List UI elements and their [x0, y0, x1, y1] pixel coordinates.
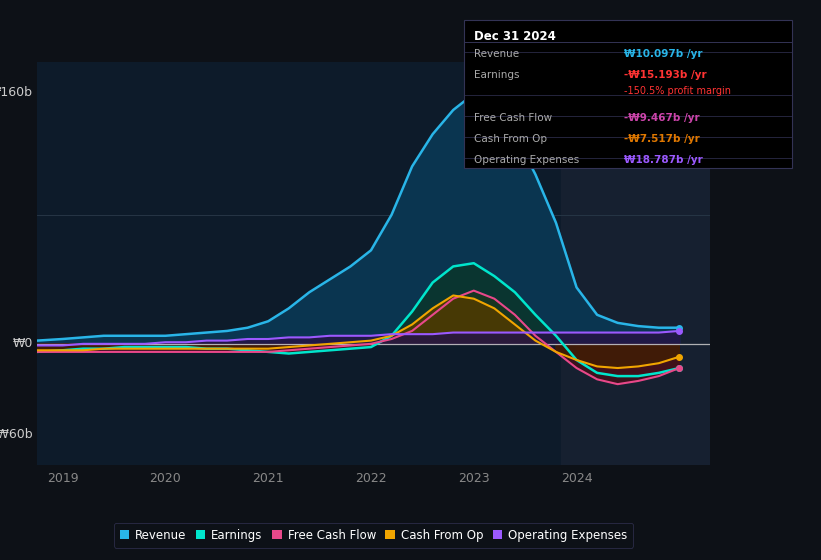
Text: Cash From Op: Cash From Op [474, 134, 547, 144]
Text: Dec 31 2024: Dec 31 2024 [474, 30, 556, 43]
Text: -₩60b: -₩60b [0, 428, 33, 441]
Text: ₩0: ₩0 [12, 337, 33, 351]
Text: ₩18.787b /yr: ₩18.787b /yr [624, 155, 703, 165]
Text: Free Cash Flow: Free Cash Flow [474, 113, 552, 123]
Legend: Revenue, Earnings, Free Cash Flow, Cash From Op, Operating Expenses: Revenue, Earnings, Free Cash Flow, Cash … [114, 523, 633, 548]
Text: -₩9.467b /yr: -₩9.467b /yr [624, 113, 699, 123]
Text: Revenue: Revenue [474, 49, 519, 59]
Text: Earnings: Earnings [474, 70, 519, 80]
Bar [561, 62, 710, 465]
Text: Operating Expenses: Operating Expenses [474, 155, 579, 165]
Text: ₩160b: ₩160b [0, 86, 33, 99]
Text: -₩15.193b /yr: -₩15.193b /yr [624, 70, 707, 80]
Text: -150.5% profit margin: -150.5% profit margin [624, 86, 731, 96]
Text: -₩7.517b /yr: -₩7.517b /yr [624, 134, 699, 144]
Text: ₩10.097b /yr: ₩10.097b /yr [624, 49, 703, 59]
